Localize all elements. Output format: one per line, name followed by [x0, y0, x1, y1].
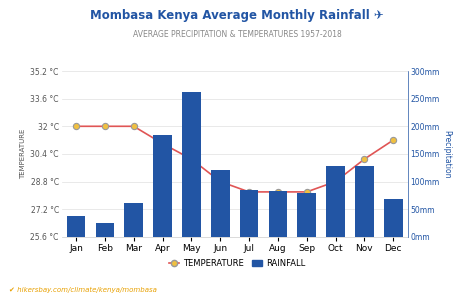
Text: ✔ hikersbay.com/climate/kenya/mombasa: ✔ hikersbay.com/climate/kenya/mombasa — [9, 287, 157, 293]
Y-axis label: TEMPERATURE: TEMPERATURE — [20, 129, 26, 179]
Bar — [95, 223, 114, 237]
Bar — [268, 192, 287, 237]
Bar — [182, 92, 201, 237]
Bar — [297, 193, 316, 237]
Legend: TEMPERATURE, RAINFALL: TEMPERATURE, RAINFALL — [165, 255, 309, 271]
Text: AVERAGE PRECIPITATION & TEMPERATURES 1957-2018: AVERAGE PRECIPITATION & TEMPERATURES 195… — [133, 30, 341, 38]
Bar — [355, 166, 374, 237]
Bar — [326, 166, 345, 237]
Bar — [153, 135, 172, 237]
Bar — [211, 170, 229, 237]
Bar — [124, 202, 143, 237]
Bar — [240, 190, 258, 237]
Y-axis label: Precipitation: Precipitation — [442, 130, 451, 178]
Text: Mombasa Kenya Average Monthly Rainfall ✈: Mombasa Kenya Average Monthly Rainfall ✈ — [90, 9, 384, 22]
Bar — [67, 216, 85, 237]
Bar — [384, 199, 402, 237]
